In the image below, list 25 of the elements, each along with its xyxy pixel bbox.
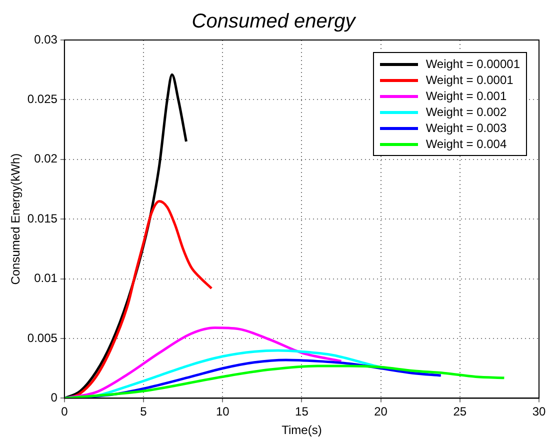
- y-tick-label: 0.015: [27, 211, 58, 226]
- y-tick-label: 0.03: [34, 32, 58, 46]
- x-tick-label: 15: [295, 404, 309, 419]
- x-tick-label: 0: [61, 404, 68, 419]
- x-tick-label: 30: [532, 404, 546, 419]
- legend-label: Weight = 0.002: [426, 105, 507, 119]
- line-series: [64, 364, 506, 398]
- chart-title: Consumed energy: [192, 10, 356, 33]
- x-tick-label: 20: [374, 404, 388, 419]
- y-tick-label: 0.025: [27, 92, 58, 106]
- x-tick-label: 25: [453, 404, 467, 419]
- legend-label: Weight = 0.00001: [426, 57, 520, 71]
- y-tick-label: 0: [50, 390, 58, 405]
- y-tick-label: 0.02: [34, 152, 58, 166]
- y-axis-title: Consumed Energy(kWh): [8, 153, 23, 285]
- y-tick-label: 0.01: [34, 271, 58, 286]
- x-tick-label: 5: [140, 404, 148, 419]
- legend-label: Weight = 0.004: [426, 137, 507, 151]
- x-axis-title: Time(s): [282, 423, 322, 438]
- line-series: [64, 326, 343, 398]
- legend-label: Weight = 0.0001: [426, 73, 514, 87]
- legend-label: Weight = 0.001: [426, 89, 507, 103]
- legend-label: Weight = 0.003: [426, 121, 507, 135]
- x-tick-label: 10: [216, 404, 230, 419]
- y-tick-label: 0.005: [27, 330, 58, 345]
